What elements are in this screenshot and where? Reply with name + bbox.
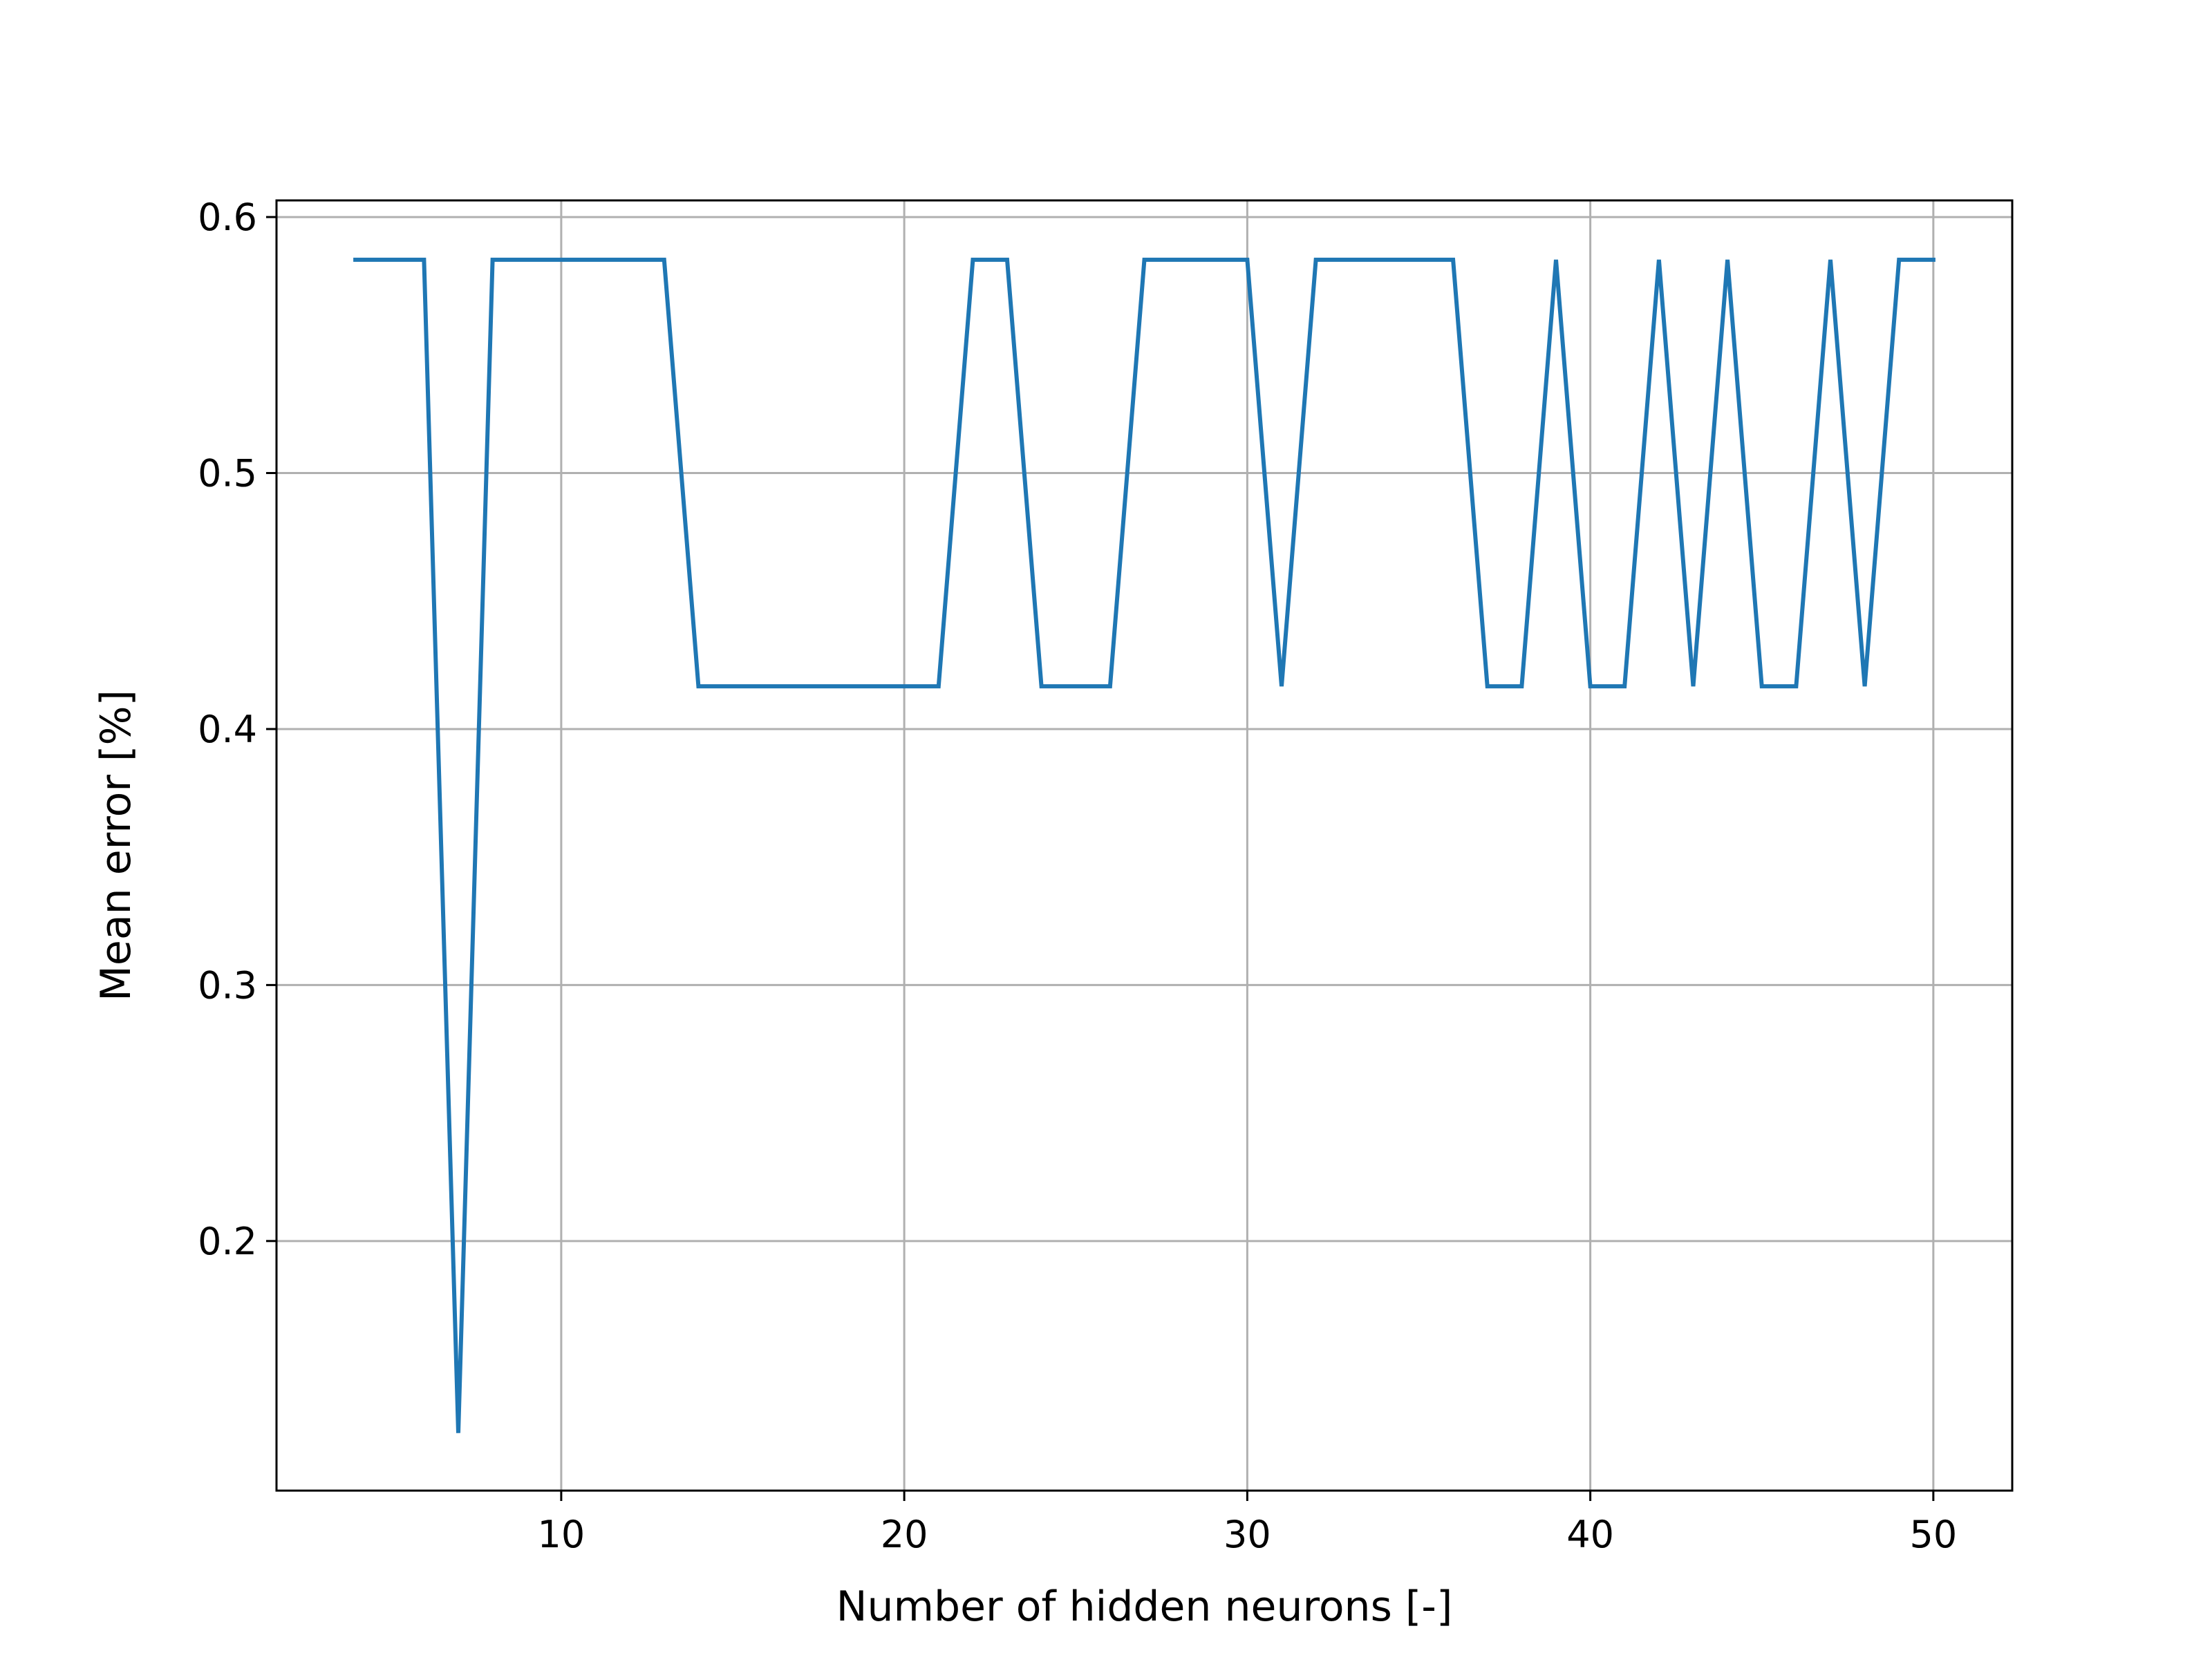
plot-frame	[275, 199, 2014, 1492]
x-tick-label: 40	[1566, 1513, 1614, 1556]
x-tick-label: 30	[1224, 1513, 1271, 1556]
y-tick-label: 0.2	[198, 1220, 257, 1263]
y-tick-label: 0.6	[198, 196, 257, 239]
y-tick-label: 0.5	[198, 452, 257, 495]
y-axis-label: Mean error [%]	[92, 690, 140, 1001]
y-tick-label: 0.4	[198, 708, 257, 751]
x-tick-label: 20	[881, 1513, 928, 1556]
x-axis-label: Number of hidden neurons [-]	[836, 1583, 1453, 1631]
x-tick-label: 50	[1910, 1513, 1958, 1556]
ticks: 10 20 30 40 50 0.2 0.3 0.4 0.5 0.6	[198, 196, 1957, 1556]
series-layer	[353, 257, 1936, 1433]
x-tick-label: 10	[538, 1513, 585, 1556]
y-tick-label: 0.3	[198, 963, 257, 1007]
series-line	[353, 257, 1936, 1433]
grid	[276, 200, 2012, 1491]
